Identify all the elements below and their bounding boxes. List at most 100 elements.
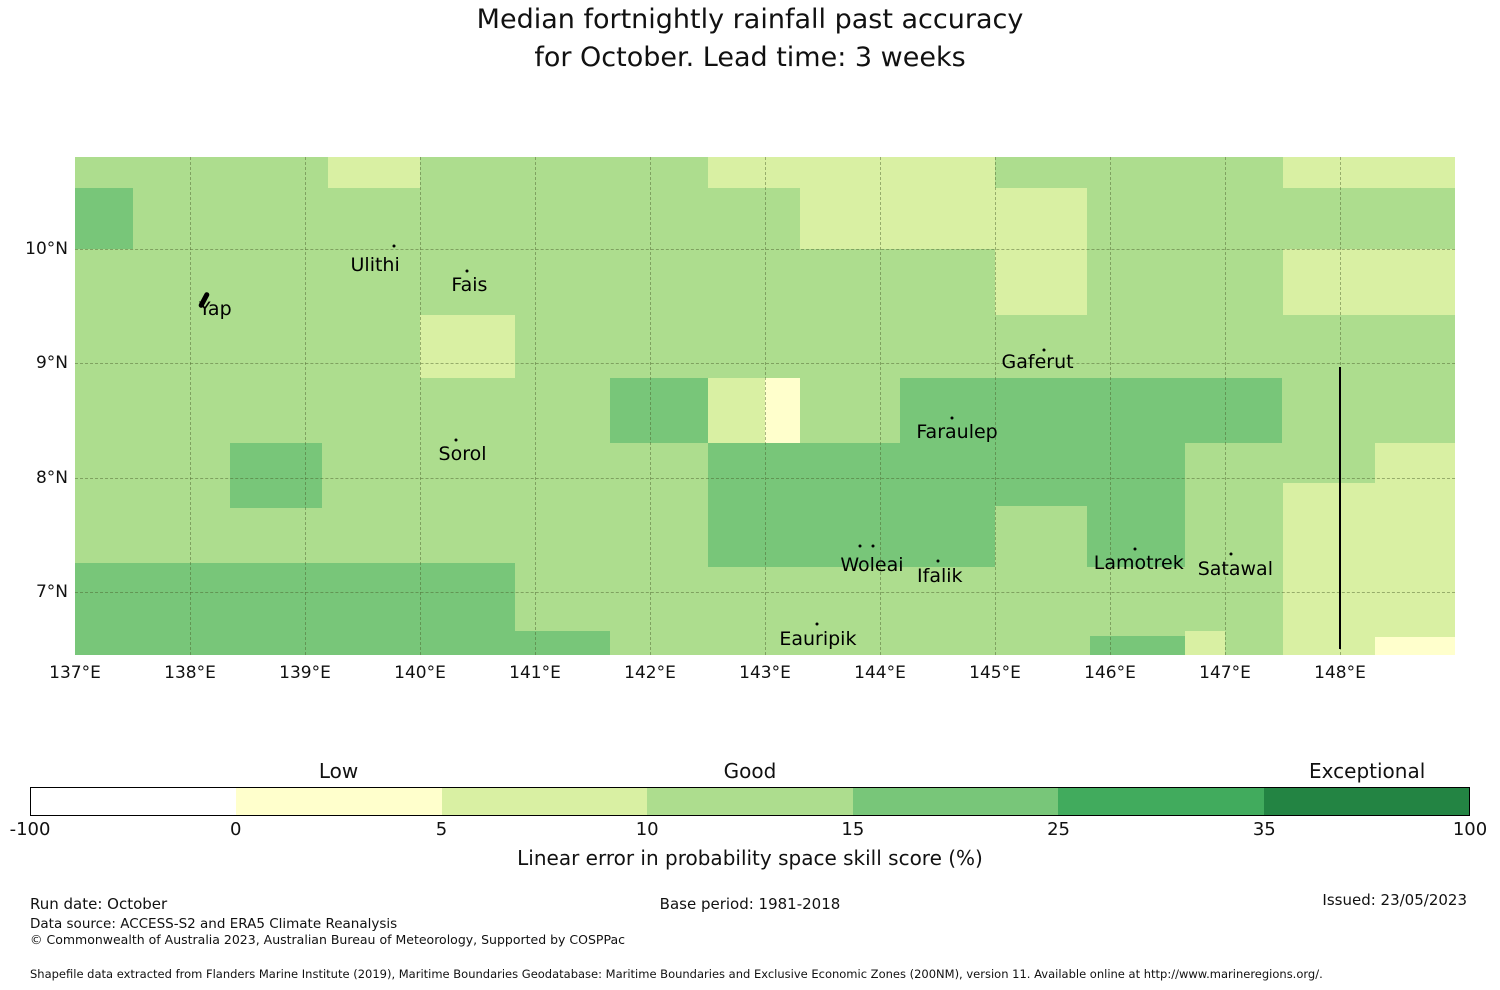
island-marker-dot: [454, 438, 458, 442]
base-period-text: Base period: 1981-2018: [659, 895, 841, 913]
x-tick-label: 146°E: [1084, 663, 1136, 683]
colorbar-segment: [852, 788, 1059, 815]
island-label: Ulithi: [350, 253, 400, 276]
grid-line-vertical: [650, 157, 651, 655]
y-tick-label: 7°N: [35, 582, 68, 603]
colorbar-segment: [441, 788, 648, 815]
colorbar: [30, 787, 1470, 816]
heatmap-cell: [1374, 636, 1455, 655]
grid-line-horizontal: [75, 363, 1455, 365]
copyright-text: © Commonwealth of Australia 2023, Austra…: [30, 932, 625, 947]
x-tick-label: 148°E: [1314, 663, 1366, 683]
heatmap-cell: [515, 630, 610, 655]
island-marker-dot: [465, 269, 469, 273]
grid-line-vertical: [190, 157, 191, 655]
x-tick-label: 144°E: [854, 663, 906, 683]
x-tick-label: 143°E: [739, 663, 791, 683]
heatmap-cell: [707, 443, 995, 567]
island-marker-dot: [1042, 348, 1046, 352]
colorbar-axis-label: Linear error in probability space skill …: [517, 846, 983, 870]
eez-boundary-line: [1339, 366, 1341, 650]
grid-line-vertical: [995, 157, 996, 655]
heatmap-cell: [75, 563, 516, 655]
heatmap-cell: [609, 377, 708, 444]
grid-line-horizontal: [75, 592, 1455, 594]
heatmap-cell: [1087, 506, 1185, 567]
island-label: Ifalik: [917, 565, 963, 587]
island-label: Lamotrek: [1093, 552, 1184, 575]
island-marker-dot: [950, 416, 954, 420]
heatmap-cell: [899, 377, 1283, 444]
heatmap-cell: [230, 443, 323, 509]
heatmap-cell: [995, 443, 1185, 507]
y-tick-label: 10°N: [25, 238, 68, 259]
x-tick-label: 145°E: [969, 663, 1021, 683]
colorbar-tick-label: 100: [1452, 819, 1488, 840]
grid-line-horizontal: [75, 248, 1455, 250]
grid-line-vertical: [1110, 157, 1111, 655]
heatmap-cell: [1090, 635, 1185, 655]
island-label: Satawal: [1197, 558, 1273, 581]
island-label: Fais: [451, 274, 488, 297]
island-marker-dot: [815, 622, 819, 626]
data-source-text: Data source: ACCESS-S2 and ERA5 Climate …: [30, 916, 398, 932]
x-tick-label: 138°E: [164, 663, 216, 683]
heatmap-cell: [707, 377, 765, 444]
heatmap-cell: [707, 157, 995, 188]
grid-line-vertical: [765, 157, 766, 655]
x-tick-label: 141°E: [509, 663, 561, 683]
grid-line-vertical: [420, 157, 421, 655]
colorbar-category-label: Good: [723, 759, 777, 783]
heatmap-cell: [420, 314, 516, 378]
run-date-text: Run date: October: [30, 895, 168, 913]
island-marker-dot: [936, 559, 939, 563]
colorbar-tick-label: 0: [229, 819, 242, 840]
issued-date-text: Issued: 23/05/2023: [1322, 891, 1467, 909]
colorbar-tick-label: 25: [1047, 819, 1071, 840]
colorbar-segment: [236, 788, 442, 815]
y-tick-label: 9°N: [35, 353, 68, 374]
grid-line-horizontal: [75, 477, 1455, 479]
page-title-line1: Median fortnightly rainfall past accurac…: [476, 4, 1024, 35]
heatmap-cell: [1282, 248, 1455, 315]
colorbar-category-label: Exceptional: [1309, 759, 1426, 783]
island-label: Woleai: [840, 553, 904, 576]
colorbar-tick-label: 10: [635, 819, 659, 840]
x-tick-label: 139°E: [279, 663, 331, 683]
colorbar-tick-label: 5: [435, 819, 448, 840]
x-tick-label: 137°E: [49, 663, 101, 683]
grid-line-vertical: [305, 157, 306, 655]
island-label: Yap: [198, 298, 232, 321]
heatmap-cell: [75, 187, 133, 249]
heatmap-cell: [1282, 597, 1375, 655]
y-tick-label: 8°N: [35, 467, 68, 488]
heatmap-cell: [995, 187, 1087, 315]
heatmap-cell: [765, 377, 800, 444]
x-tick-label: 140°E: [394, 663, 446, 683]
island-marker-dot: [871, 544, 875, 548]
shapefile-attribution-text: Shapefile data extracted from Flanders M…: [30, 967, 1323, 981]
x-tick-label: 147°E: [1199, 663, 1251, 683]
grid-line-vertical: [1225, 157, 1226, 655]
heatmap-cell: [1374, 597, 1455, 637]
page-title-line2: for October. Lead time: 3 weeks: [534, 42, 966, 73]
colorbar-segment: [1263, 788, 1469, 815]
x-tick-label: 142°E: [624, 663, 676, 683]
heatmap-cell: [328, 157, 420, 188]
heatmap-cell: [799, 187, 995, 249]
colorbar-segment: [31, 788, 237, 815]
heatmap-cell: [1184, 630, 1225, 655]
island-marker-dot: [1133, 547, 1137, 551]
island-marker-dot: [858, 544, 862, 548]
island-label: Faraulep: [916, 420, 998, 443]
island-label: Gaferut: [1001, 350, 1074, 373]
map-plot: Yap Ulithi Fais Sorol Gaferut Faraulep Woleai I…: [75, 157, 1455, 655]
heatmap-cell: [1282, 483, 1455, 598]
colorbar-segment: [1058, 788, 1264, 815]
colorbar-segment: [647, 788, 853, 815]
island-label: Eauripik: [779, 627, 857, 650]
colorbar-category-label: Low: [318, 759, 359, 783]
island-marker-dot: [1229, 552, 1233, 556]
heatmap-cell: [1282, 157, 1455, 188]
